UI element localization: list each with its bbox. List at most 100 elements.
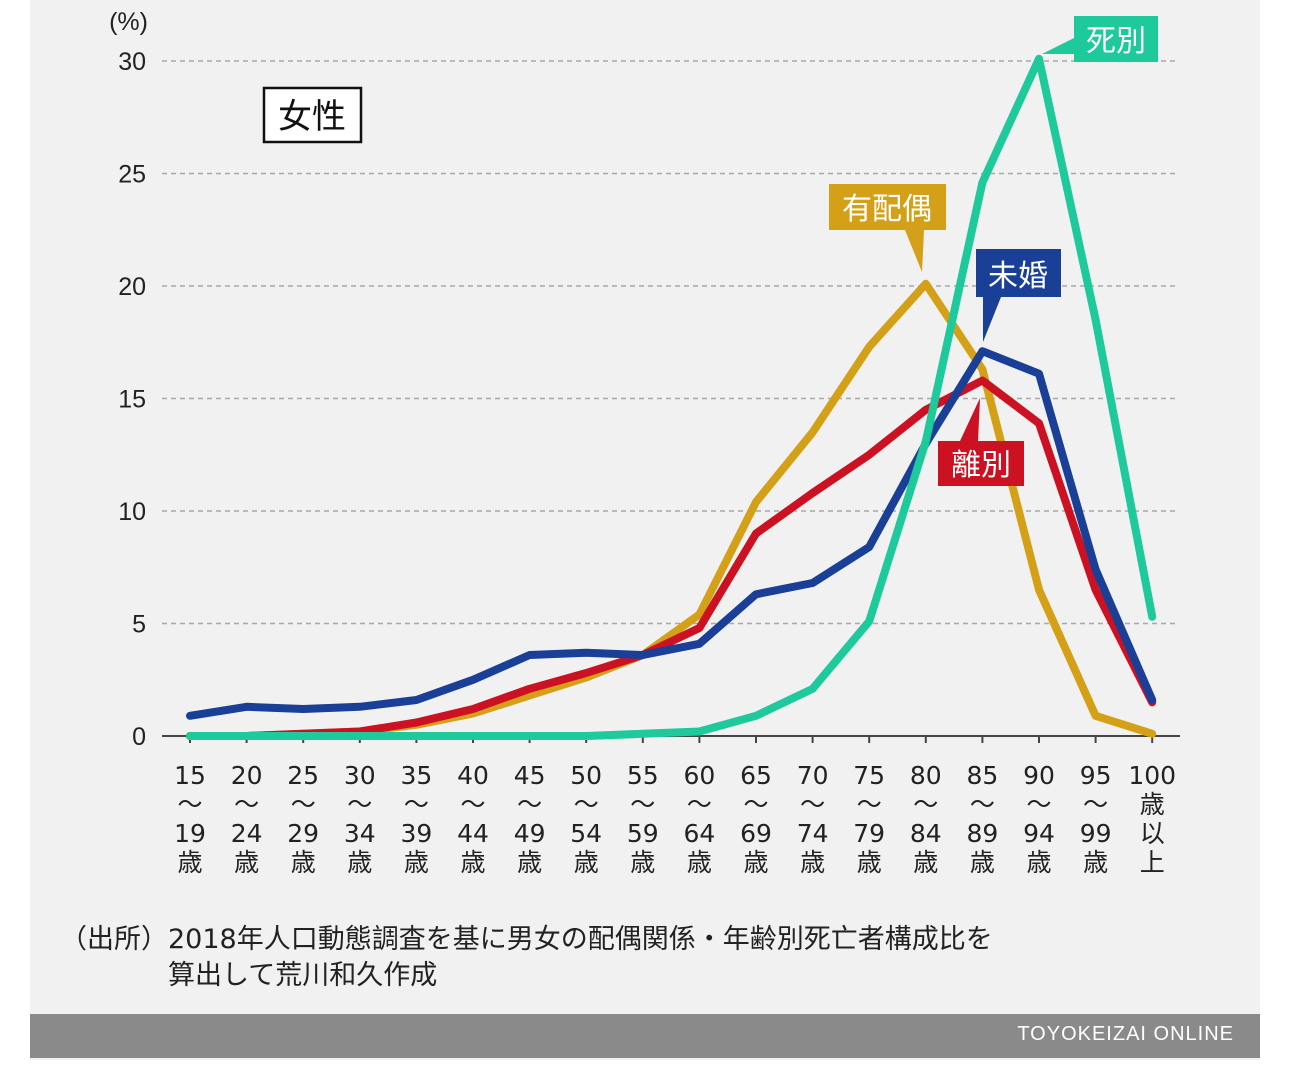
y-tick-label: 5 — [132, 611, 146, 639]
x-tick-label: 〜 — [970, 790, 995, 819]
panel-label-box: 女性 — [262, 86, 363, 144]
x-tick-label: 79 — [853, 819, 885, 848]
x-tick-label: 〜 — [630, 790, 655, 819]
x-tick-label: 歳 — [404, 848, 429, 877]
x-tick-label: 50 — [570, 761, 602, 790]
source-line-1: 2018年人口動態調査を基に男女の配偶関係・年齢別死亡者構成比を — [168, 924, 993, 955]
series-label-box — [829, 184, 946, 230]
x-tick-label: 〜 — [687, 790, 712, 819]
x-tick-label: 以 — [1140, 819, 1165, 848]
x-tick-label: 歳 — [177, 848, 202, 877]
x-tick-label: 〜 — [574, 790, 599, 819]
x-tick-label: 〜 — [857, 790, 882, 819]
x-tick-label: 84 — [910, 819, 942, 848]
y-tick-label: 25 — [118, 161, 146, 189]
x-tick-label: 〜 — [1083, 790, 1108, 819]
x-tick-label: 44 — [457, 819, 489, 848]
x-tick-label: 歳 — [1026, 848, 1051, 877]
x-tick-label: 85 — [966, 761, 998, 790]
grid-lines — [162, 60, 1175, 625]
x-tick-label: 29 — [287, 819, 319, 848]
series-line-2 — [186, 347, 1157, 720]
x-tick-label: 歳 — [291, 848, 316, 877]
x-tick-label: 34 — [344, 819, 376, 848]
chart-panel — [30, 0, 1260, 1060]
x-tick-label: 歳 — [517, 848, 542, 877]
series-label: 死別 — [1086, 24, 1146, 59]
x-tick-label: 歳 — [970, 848, 995, 877]
series-label: 有配偶 — [842, 192, 932, 227]
x-tick-label: 59 — [627, 819, 659, 848]
y-tick-label: 20 — [118, 273, 146, 301]
x-tick-label: 歳 — [630, 848, 655, 877]
x-tick-label: 99 — [1080, 819, 1112, 848]
brand-label: TOYOKEIZAI ONLINE — [1017, 1023, 1234, 1045]
x-tick-label: 40 — [457, 761, 489, 790]
x-tick-label: 80 — [910, 761, 942, 790]
footer-bar: TOYOKEIZAI ONLINE — [30, 1014, 1260, 1058]
x-tick-label: 〜 — [347, 790, 372, 819]
y-axis-unit: (%) — [109, 8, 148, 36]
y-tick-label: 10 — [118, 498, 146, 526]
series-label-pointer — [983, 297, 1001, 342]
x-tick-label: 55 — [627, 761, 659, 790]
source-note: （出所）2018年人口動態調査を基に男女の配偶関係・年齢別死亡者構成比を 算出して… — [60, 922, 993, 994]
x-tick-label: 64 — [683, 819, 715, 848]
x-tick-label: 39 — [400, 819, 432, 848]
x-tick-label: 74 — [797, 819, 829, 848]
y-tick-label: 30 — [118, 48, 146, 76]
y-tick-label: 15 — [118, 386, 146, 414]
x-tick-label: 歳 — [234, 848, 259, 877]
x-tick-label: 〜 — [913, 790, 938, 819]
x-tick-label: 歳 — [574, 848, 599, 877]
x-tick-label: 歳 — [687, 848, 712, 877]
x-tick-label: 60 — [683, 761, 715, 790]
source-prefix: （出所） — [60, 924, 168, 955]
x-tick-label: 〜 — [177, 790, 202, 819]
x-tick-label: 歳 — [800, 848, 825, 877]
x-tick-label: 95 — [1080, 761, 1112, 790]
x-axis: 15〜19歳20〜24歳25〜29歳30〜34歳35〜39歳40〜44歳45〜4… — [162, 735, 1180, 877]
series-label: 未婚 — [988, 259, 1048, 294]
x-tick-label: 上 — [1140, 848, 1165, 877]
x-tick-label: 〜 — [1026, 790, 1051, 819]
y-tick-label: 0 — [132, 723, 146, 751]
x-tick-label: 20 — [231, 761, 263, 790]
x-tick-label: 〜 — [404, 790, 429, 819]
x-tick-label: 30 — [344, 761, 376, 790]
series-label: 離別 — [951, 448, 1011, 483]
series-line-3 — [186, 54, 1157, 740]
x-tick-label: 歳 — [1083, 848, 1108, 877]
x-tick-label: 19 — [174, 819, 206, 848]
x-tick-label: 〜 — [743, 790, 768, 819]
x-tick-label: 〜 — [460, 790, 485, 819]
series-label-pointer — [905, 230, 924, 272]
x-tick-label: 54 — [570, 819, 602, 848]
x-tick-label: 歳 — [1140, 790, 1165, 819]
x-tick-label: 〜 — [234, 790, 259, 819]
x-tick-label: 94 — [1023, 819, 1055, 848]
x-tick-label: 24 — [231, 819, 263, 848]
series-label-box — [1074, 16, 1158, 62]
y-axis: (%) 0 5 10 15 20 25 30 — [109, 8, 148, 751]
x-tick-label: 25 — [287, 761, 319, 790]
x-tick-label: 歳 — [913, 848, 938, 877]
source-line-2: 算出して荒川和久作成 — [168, 960, 438, 991]
x-tick-label: 〜 — [517, 790, 542, 819]
x-tick-label: 69 — [740, 819, 772, 848]
series-label-box — [938, 441, 1024, 486]
x-tick-label: 70 — [797, 761, 829, 790]
x-tick-label: 歳 — [743, 848, 768, 877]
x-tick-label: 歳 — [347, 848, 372, 877]
panel-label: 女性 — [278, 97, 346, 137]
x-tick-label: 100 — [1128, 761, 1176, 790]
series-label-pointer — [1042, 38, 1074, 54]
x-tick-label: 75 — [853, 761, 885, 790]
x-tick-label: 90 — [1023, 761, 1055, 790]
x-tick-label: 歳 — [460, 848, 485, 877]
series-label-box — [976, 249, 1061, 297]
x-tick-label: 〜 — [800, 790, 825, 819]
x-tick-label: 65 — [740, 761, 772, 790]
